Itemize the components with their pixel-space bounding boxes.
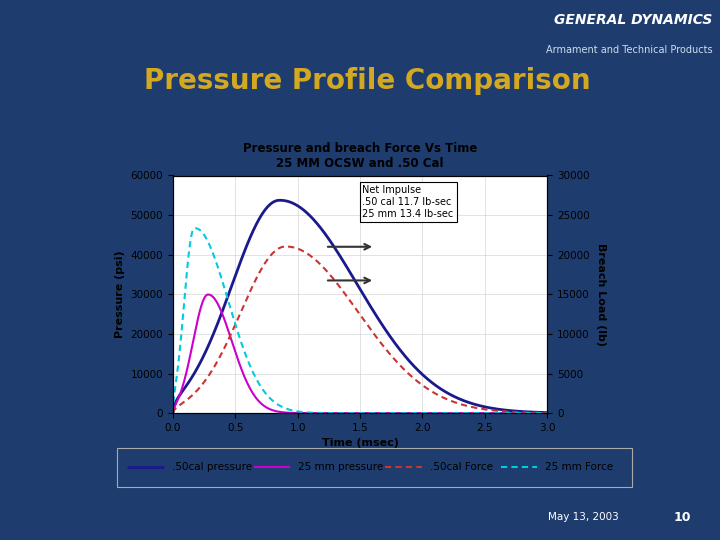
Text: .50cal Force: .50cal Force <box>430 462 492 472</box>
Text: 25 mm Force: 25 mm Force <box>545 462 613 472</box>
Text: 25 mm pressure: 25 mm pressure <box>298 462 384 472</box>
Text: Net Impulse
.50 cal 11.7 lb-sec
25 mm 13.4 lb-sec: Net Impulse .50 cal 11.7 lb-sec 25 mm 13… <box>362 185 454 219</box>
Y-axis label: Pressure (psi): Pressure (psi) <box>115 251 125 338</box>
Text: 10: 10 <box>674 510 691 524</box>
Title: Pressure and breach Force Vs Time
25 MM OCSW and .50 Cal: Pressure and breach Force Vs Time 25 MM … <box>243 142 477 170</box>
Text: Armament and Technical Products: Armament and Technical Products <box>546 45 713 55</box>
X-axis label: Time (msec): Time (msec) <box>322 438 398 448</box>
Text: .50cal pressure: .50cal pressure <box>172 462 252 472</box>
Text: GENERAL DYNAMICS: GENERAL DYNAMICS <box>554 14 713 28</box>
Text: May 13, 2003: May 13, 2003 <box>549 512 619 522</box>
Y-axis label: Breach Load (lb): Breach Load (lb) <box>596 243 606 346</box>
Text: Pressure Profile Comparison: Pressure Profile Comparison <box>144 67 590 95</box>
